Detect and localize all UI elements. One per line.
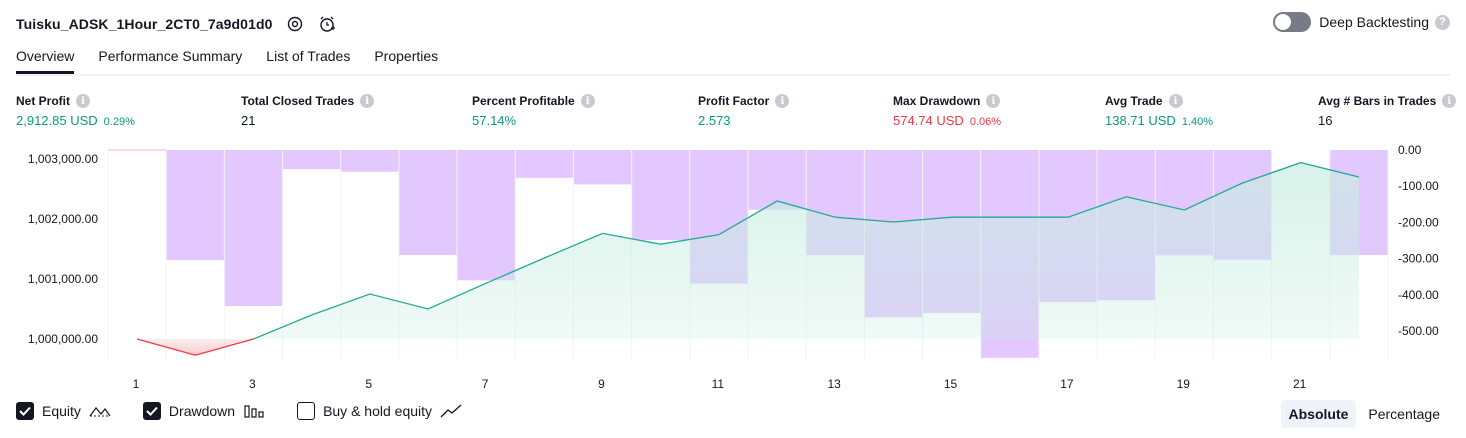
- metric-profit-factor: Profit Factor i 2.573: [698, 94, 790, 128]
- equity-loss-area: [137, 339, 254, 356]
- deep-backtesting: Deep Backtesting ?: [1273, 12, 1450, 32]
- metric-label: Net Profit: [16, 94, 70, 108]
- right-axis-tick: -200.00: [1398, 215, 1439, 229]
- metric-percent: 0.29%: [103, 116, 135, 128]
- info-icon[interactable]: i: [580, 94, 595, 108]
- metric-label: Avg # Bars in Trades: [1318, 94, 1437, 108]
- info-icon[interactable]: i: [775, 94, 790, 108]
- equity-area: [253, 162, 1359, 339]
- info-icon[interactable]: i: [360, 94, 375, 108]
- equity-checkbox[interactable]: [16, 402, 34, 420]
- drawdown-bar: [573, 150, 632, 185]
- add-alert-icon[interactable]: [317, 14, 337, 34]
- percentage-button[interactable]: Percentage: [1368, 406, 1440, 422]
- equity-drawdown-chart[interactable]: 1,000,000.00 1,001,000.00 1,002,000.00 1,00…: [0, 140, 1466, 395]
- equity-line: [253, 161, 1360, 340]
- x-axis-tick: 1: [133, 377, 140, 391]
- metric-label: Profit Factor: [698, 94, 770, 108]
- equity-line-icon: [89, 404, 111, 418]
- info-icon[interactable]: i: [986, 94, 1001, 108]
- left-axis-tick: 1,000,000.00: [28, 332, 98, 346]
- info-icon[interactable]: i: [76, 94, 90, 108]
- drawdown-bar: [399, 150, 457, 255]
- legend-drawdown[interactable]: Drawdown: [142, 402, 265, 420]
- metric-percent: 0.06%: [969, 116, 1002, 128]
- info-icon[interactable]: i: [1442, 94, 1457, 108]
- right-axis-tick: -300.00: [1398, 252, 1439, 266]
- right-axis-tick: -500.00: [1398, 324, 1439, 338]
- left-axis-tick: 1,001,000.00: [28, 272, 98, 286]
- metric-value: 57.14%: [472, 113, 517, 128]
- metric-label: Avg Trade: [1105, 94, 1163, 108]
- legend-label: Buy & hold equity: [323, 403, 433, 419]
- equity-loss-line: [136, 338, 254, 356]
- tab-list-of-trades[interactable]: List of Trades: [266, 48, 351, 64]
- metric-label: Percent Profitable: [472, 94, 575, 108]
- drawdown-bar: [457, 150, 515, 281]
- help-icon[interactable]: ?: [1435, 14, 1450, 30]
- legend-buy-hold-equity[interactable]: Buy & hold equity: [297, 402, 462, 420]
- metric-max-drawdown: Max Drawdown i 574.74 USD 0.06%: [893, 94, 1001, 128]
- bars-icon: [243, 404, 265, 418]
- settings-icon[interactable]: [285, 14, 305, 34]
- metric-value: 21: [241, 113, 256, 128]
- metric-label: Total Closed Trades: [241, 94, 355, 108]
- absolute-button[interactable]: Absolute: [1280, 400, 1357, 428]
- tab-performance-summary[interactable]: Performance Summary: [98, 48, 243, 64]
- metric-total-closed-trades: Total Closed Trades i 21: [241, 94, 375, 128]
- legend-label: Drawdown: [168, 403, 236, 419]
- tab-overview[interactable]: Overview: [16, 44, 75, 74]
- x-axis-tick: 19: [1177, 377, 1191, 391]
- drawdown-bar: [632, 150, 690, 241]
- legend-label: Equity: [42, 403, 81, 419]
- x-axis-tick: 17: [1060, 377, 1074, 391]
- scale-toggle: Absolute Percentage: [1277, 400, 1449, 428]
- right-axis-tick: -100.00: [1398, 179, 1439, 193]
- deep-backtesting-label: Deep Backtesting: [1319, 14, 1429, 30]
- right-axis-tick: 0.00: [1398, 143, 1422, 157]
- x-axis-tick: 11: [712, 377, 725, 391]
- trend-line-icon: [440, 404, 462, 418]
- info-icon[interactable]: i: [1168, 94, 1183, 108]
- metric-value: 574.74 USD: [893, 113, 964, 128]
- drawdown-checkbox[interactable]: [142, 402, 161, 420]
- metric-label: Max Drawdown: [893, 94, 981, 108]
- left-axis-tick: 1,003,000.00: [28, 152, 98, 166]
- left-axis-tick: 1,002,000.00: [28, 212, 98, 226]
- x-axis-tick: 7: [482, 377, 489, 391]
- strategy-name: Tuisku_ADSK_1Hour_2CT0_7a9d01d0: [16, 16, 273, 32]
- x-axis-tick: 3: [249, 377, 256, 391]
- metric-value: 2.573: [698, 113, 731, 128]
- metric-avg-bars-in-trades: Avg # Bars in Trades i 16: [1318, 94, 1457, 128]
- buy-hold-checkbox[interactable]: [297, 402, 316, 420]
- metric-avg-trade: Avg Trade i 138.71 USD 1.40%: [1105, 94, 1213, 128]
- x-axis-tick: 5: [365, 377, 372, 391]
- drawdown-bar: [224, 150, 283, 307]
- right-axis-tick: -400.00: [1398, 288, 1439, 302]
- drawdown-bar: [283, 150, 341, 170]
- drawdown-bar: [748, 150, 806, 210]
- legend-equity[interactable]: Equity: [16, 402, 111, 420]
- x-axis-tick: 21: [1293, 377, 1307, 391]
- metric-net-profit: Net Profit i 2,912.85 USD 0.29%: [16, 94, 135, 128]
- metric-percent-profitable: Percent Profitable i 57.14%: [472, 94, 595, 128]
- x-axis-tick: 13: [828, 377, 842, 391]
- x-axis-tick: 15: [944, 377, 958, 391]
- x-axis-tick: 9: [598, 377, 605, 391]
- metric-value: 138.71 USD: [1105, 113, 1176, 128]
- deep-backtesting-toggle[interactable]: [1273, 12, 1312, 32]
- metric-value: 16: [1318, 113, 1333, 128]
- report-tabs: Overview Performance Summary List of Tra…: [16, 44, 1450, 76]
- drawdown-bar: [341, 150, 399, 172]
- chart-legend: Equity Drawdown Buy & hold equity: [16, 402, 494, 420]
- metric-value: 2,912.85 USD: [16, 113, 98, 128]
- tab-properties[interactable]: Properties: [374, 48, 439, 64]
- metric-percent: 1.40%: [1181, 116, 1214, 128]
- drawdown-bar: [515, 150, 573, 178]
- drawdown-bar: [166, 150, 224, 261]
- report-header: Tuisku_ADSK_1Hour_2CT0_7a9d01d0: [16, 10, 337, 38]
